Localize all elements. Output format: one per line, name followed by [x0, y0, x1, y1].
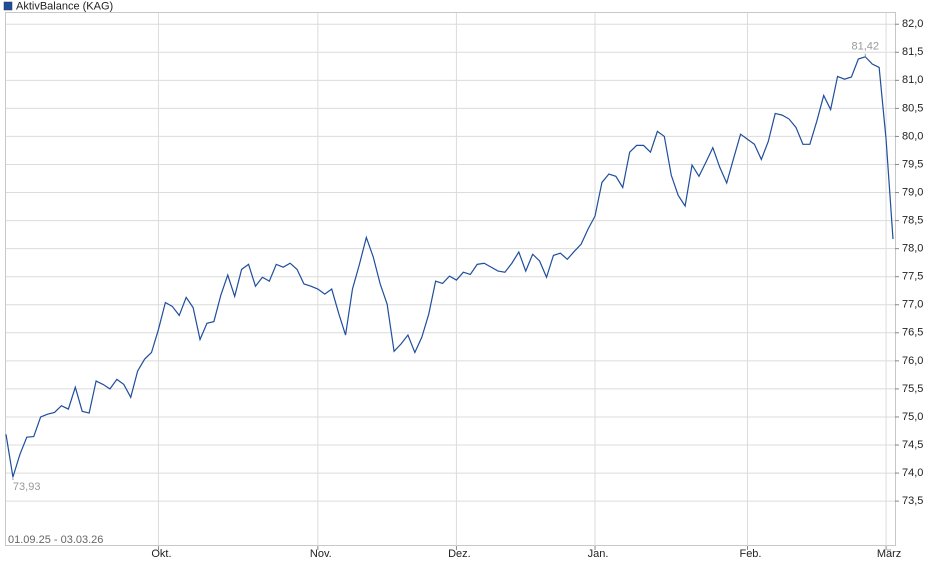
- line: [5, 56, 894, 478]
- y-tick-label: 80,0: [902, 130, 923, 142]
- x-tick-label: Okt.: [151, 548, 171, 560]
- x-tick-label: März: [877, 548, 901, 560]
- legend-label: AktivBalance (KAG): [16, 0, 113, 12]
- y-tick-label: 82,0: [902, 18, 923, 30]
- legend-swatch: [3, 1, 13, 11]
- plot-frame: [5, 12, 896, 546]
- y-tick-label: 78,5: [902, 214, 923, 226]
- y-tick-label: 80,5: [902, 102, 923, 114]
- value-label: 81,42: [852, 41, 880, 53]
- y-tick-label: 81,5: [902, 46, 923, 58]
- x-tick-label: Dez.: [448, 548, 471, 560]
- date-range: 01.09.25 - 03.03.26: [8, 534, 103, 546]
- y-tick-label: 76,0: [902, 355, 923, 367]
- x-tick-label: Feb.: [739, 548, 761, 560]
- y-tick-label: 79,5: [902, 158, 923, 170]
- y-tick-label: 75,5: [902, 383, 923, 395]
- y-tick-label: 76,5: [902, 327, 923, 339]
- y-tick-label: 79,0: [902, 186, 923, 198]
- x-tick-label: Nov.: [310, 548, 332, 560]
- y-tick-label: 74,5: [902, 439, 923, 451]
- y-tick-label: 77,0: [902, 299, 923, 311]
- y-tick-label: 77,5: [902, 271, 923, 283]
- x-tick-label: Jan.: [588, 548, 609, 560]
- value-label: 73,93: [13, 481, 41, 493]
- y-tick-label: 74,0: [902, 467, 923, 479]
- y-tick-label: 78,0: [902, 243, 923, 255]
- y-tick-label: 73,5: [902, 495, 923, 507]
- y-tick-label: 81,0: [902, 74, 923, 86]
- y-tick-label: 75,0: [902, 411, 923, 423]
